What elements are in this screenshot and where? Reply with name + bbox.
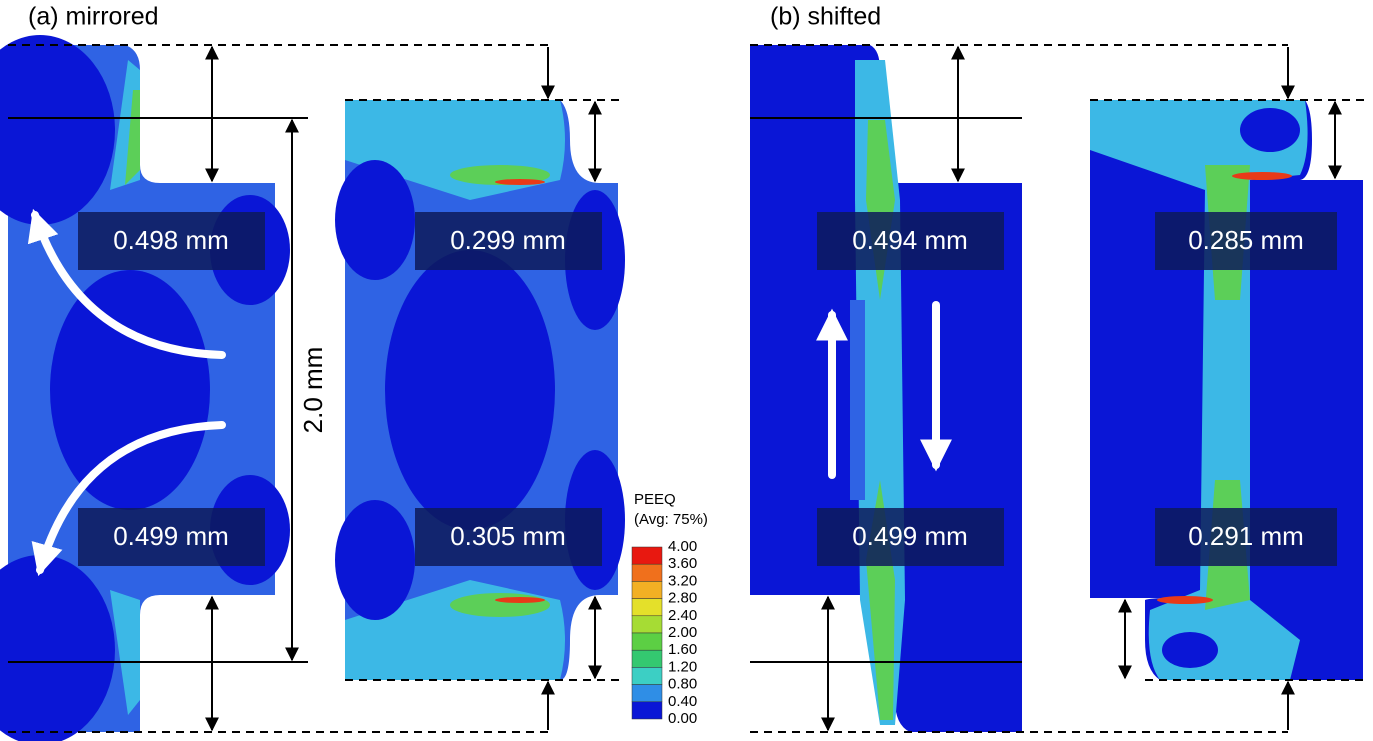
legend-swatch bbox=[631, 615, 663, 634]
measurement: 0.291 mm bbox=[1188, 521, 1304, 551]
legend-swatch bbox=[631, 581, 663, 599]
legend-swatch bbox=[631, 667, 663, 685]
legend-level: 0.40 bbox=[668, 693, 697, 710]
panel-title: (b) shifted bbox=[770, 3, 881, 31]
dimension-lines bbox=[8, 44, 1365, 733]
measurements: 0.498 mm 0.499 mm 0.299 mm 0.305 mm 0.49… bbox=[78, 212, 1337, 566]
legend-swatch bbox=[631, 598, 663, 617]
legend-subtitle: (Avg: 75%) bbox=[634, 511, 708, 528]
legend-level: 0.00 bbox=[668, 710, 697, 727]
legend-level: 2.40 bbox=[668, 607, 697, 624]
legend-swatch bbox=[631, 701, 663, 720]
legend-swatch bbox=[631, 546, 663, 565]
measurement: 0.498 mm bbox=[113, 225, 229, 255]
fem-part bbox=[1090, 100, 1363, 680]
legend-level: 1.60 bbox=[668, 641, 697, 658]
legend-level: 2.80 bbox=[668, 590, 697, 607]
measurement: 0.494 mm bbox=[852, 225, 968, 255]
legend: PEEQ (Avg: 75%) 4.003.603.202.802.402.00… bbox=[631, 491, 708, 727]
legend-swatch bbox=[631, 563, 663, 582]
flow-arrows bbox=[27, 208, 952, 577]
fem-part bbox=[0, 35, 290, 741]
measurement: 0.285 mm bbox=[1188, 225, 1304, 255]
legend-swatch bbox=[631, 649, 663, 668]
legend-level: 3.20 bbox=[668, 572, 697, 589]
legend-level: 3.60 bbox=[668, 555, 697, 572]
measurement: 0.499 mm bbox=[113, 521, 229, 551]
legend-swatch bbox=[631, 632, 663, 651]
measurement: 0.299 mm bbox=[450, 225, 566, 255]
fem-part bbox=[750, 45, 1022, 732]
legend-swatch bbox=[631, 684, 663, 703]
legend-level: 2.00 bbox=[668, 624, 697, 641]
legend-title: PEEQ bbox=[634, 491, 676, 508]
legend-level: 4.00 bbox=[668, 538, 697, 555]
dimension-label: 2.0 mm bbox=[298, 347, 328, 434]
legend-level: 0.80 bbox=[668, 676, 697, 693]
panel-title: (a) mirrored bbox=[28, 3, 159, 31]
measurement: 0.305 mm bbox=[450, 521, 566, 551]
legend-level: 1.20 bbox=[668, 658, 697, 675]
measurement: 0.499 mm bbox=[852, 521, 968, 551]
fem-part bbox=[335, 100, 625, 680]
